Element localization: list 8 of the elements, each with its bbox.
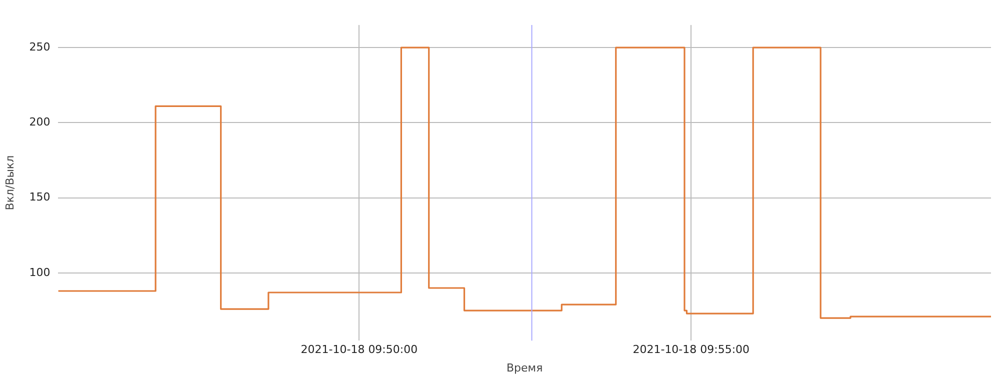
y-tick-label: 200 [29, 116, 50, 129]
y-tick-label: 150 [29, 190, 50, 204]
x-tick-label: 2021-10-18 09:50:00 [300, 343, 418, 356]
y-tick-label: 250 [29, 40, 50, 54]
x-tick-label: 2021-10-18 09:55:00 [632, 343, 750, 356]
x-axis-title: Время [506, 361, 543, 374]
y-axis-title: Вкл/Выкл [3, 155, 16, 210]
y-tick-label: 100 [29, 266, 50, 279]
